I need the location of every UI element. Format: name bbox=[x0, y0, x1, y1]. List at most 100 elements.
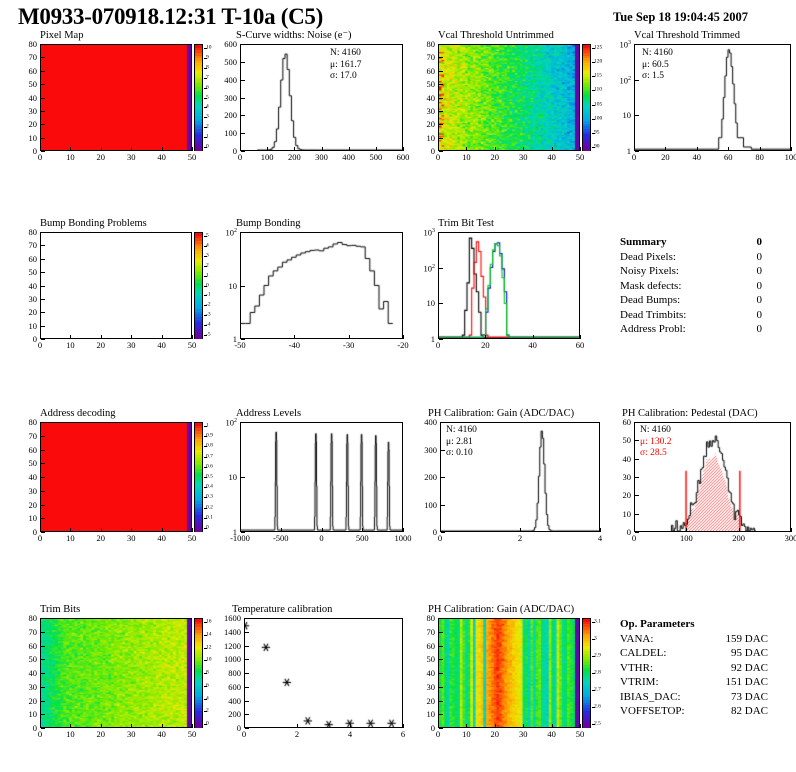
colorbar-segment bbox=[195, 629, 202, 634]
colorbar-segment bbox=[583, 724, 590, 728]
panel-temperature-calibration[interactable]: Temperature calibration 0 2 4 6 0 200 400 600 80… bbox=[210, 604, 405, 744]
y-tick bbox=[441, 504, 445, 506]
y-tick bbox=[245, 686, 249, 688]
summary-row-label: Dead Pixels: bbox=[620, 250, 676, 263]
colorbar-tick bbox=[592, 147, 595, 148]
y-tick-label: 40 bbox=[426, 92, 436, 103]
panel-trim-bit-test[interactable]: Trim Bit Test 0 20 40 60 1 10 102 103 bbox=[412, 218, 602, 349]
summary-row: Dead Bumps: 0 bbox=[620, 294, 786, 309]
panel-bump-bonding[interactable]: Bump Bonding -50 -40 -30 -20 1 10 102 bbox=[210, 218, 409, 349]
colorbar-segment bbox=[583, 662, 590, 666]
y-tick bbox=[41, 518, 45, 520]
colorbar-segment bbox=[583, 702, 590, 706]
x-tick-label: 10 bbox=[462, 152, 471, 162]
x-tick-label: 0 bbox=[435, 152, 441, 162]
plot-area-ph-gain-hist bbox=[440, 422, 600, 532]
y-tick-label: 200 bbox=[224, 110, 237, 121]
y-tick bbox=[241, 61, 245, 63]
colorbar-segment bbox=[195, 277, 202, 281]
panel-ph-pedestal[interactable]: PH Calibration: Pedestal (DAC) N: 4160 μ… bbox=[608, 408, 796, 543]
y-tick bbox=[635, 458, 639, 460]
colorbar-segment bbox=[583, 115, 590, 120]
colorbar-label: 0 bbox=[206, 524, 209, 531]
colorbar-tick bbox=[204, 236, 207, 237]
x-tick-label: 20 bbox=[490, 152, 500, 162]
panel-bump-bonding-problems[interactable]: Bump Bonding Problems 5 4 3 2 1 0 -1 -2 -3 -4 -5 0… bbox=[14, 218, 211, 350]
panel-ph-gain-histogram[interactable]: PH Calibration: Gain (ADC/DAC) N: 4160 μ… bbox=[412, 408, 602, 543]
colorbar-label: 2.8 bbox=[594, 669, 601, 676]
colorbar-segment bbox=[195, 71, 202, 75]
colorbar-segment bbox=[195, 79, 202, 83]
panel-address-levels[interactable]: Address Levels -1000 -500 0 500 1000 1 10 102 bbox=[210, 408, 412, 543]
stat-sigma: σ: 1.5 bbox=[642, 71, 665, 81]
colorbar-label: 2.7 bbox=[594, 686, 601, 693]
summary-row-label: Dead Trimbits: bbox=[620, 308, 687, 321]
colorbar-label: 100 bbox=[594, 114, 603, 121]
op-parameters-table: Op. Parameters VANA: 159 DAC CALDEL: 95 DAC… bbox=[620, 618, 790, 720]
colorbar-segment bbox=[583, 627, 590, 631]
colorbar-label: 2 bbox=[206, 261, 209, 268]
colorbar-tick bbox=[204, 335, 207, 336]
y-tick-label: 70 bbox=[28, 430, 38, 441]
colorbar-segment bbox=[583, 97, 590, 101]
colorbar-segment bbox=[583, 651, 590, 655]
colorbar-label: 0.1 bbox=[206, 514, 213, 521]
panel-vcal-threshold-trimmed[interactable]: Vcal Threshold Trimmed N: 4160 μ: 60.5 σ… bbox=[608, 30, 796, 161]
colorbar-segment bbox=[195, 439, 202, 443]
x-tick bbox=[240, 335, 241, 339]
colorbar-tick bbox=[204, 634, 207, 636]
colorbar-segment bbox=[583, 675, 590, 679]
colorbar-segment bbox=[195, 285, 202, 289]
colorbar-segment bbox=[195, 694, 202, 698]
x-tick-label: 4 bbox=[347, 729, 353, 739]
y-tick bbox=[41, 57, 45, 59]
summary-row: Noisy Pixels: 0 bbox=[620, 265, 786, 280]
panel-scurve-widths[interactable]: S-Curve widths: Noise (e⁻) N: 4160 μ: 16… bbox=[210, 30, 409, 161]
y-tick-label: 100 bbox=[424, 499, 437, 510]
plot-area-vcal-untrimmed bbox=[438, 44, 580, 151]
heatmap-canvas-address-decoding bbox=[41, 423, 191, 531]
colorbar-segment bbox=[583, 635, 590, 639]
x-tick-label: 30 bbox=[126, 152, 136, 162]
colorbar-tick bbox=[204, 622, 207, 623]
colorbar-segment bbox=[583, 55, 590, 59]
colorbar-segment bbox=[195, 466, 202, 470]
colorbar-segment bbox=[583, 654, 590, 658]
op-parameter-label: VOFFSETOP: bbox=[620, 705, 685, 717]
colorbar-segment bbox=[583, 629, 590, 634]
colorbar-segment bbox=[195, 58, 202, 62]
panel-trim-bits[interactable]: Trim Bits 16 14 12 10 8 6 4 2 0 0 10 20 30 40 50 0 10 20… bbox=[14, 604, 212, 744]
colorbar-label: 0.4 bbox=[206, 483, 213, 490]
panel-address-decoding[interactable]: Address decoding 1 0.9 0.8 0.7 0.6 0.5 0.4 0.3 0… bbox=[14, 408, 213, 543]
colorbar-segment bbox=[583, 681, 590, 685]
colorbar-segment bbox=[195, 667, 202, 671]
y-tick-label: 10 bbox=[28, 320, 38, 331]
x-tick-label: 50 bbox=[187, 533, 197, 543]
colorbar-tick bbox=[204, 466, 207, 468]
y-tick bbox=[439, 84, 443, 86]
colorbar-segment bbox=[195, 627, 202, 631]
colorbar-label: 0 bbox=[206, 143, 209, 150]
colorbar-segment bbox=[583, 100, 590, 104]
y-tick bbox=[41, 339, 45, 340]
panel-ph-gain-map[interactable]: PH Calibration: Gain (ADC/DAC) 3.1 3 2.9 2.… bbox=[412, 604, 602, 744]
colorbar-segment bbox=[195, 506, 202, 510]
y-tick-label: 1 bbox=[232, 333, 237, 344]
y-tick bbox=[41, 285, 45, 287]
plot-area-address-decoding bbox=[40, 422, 192, 532]
x-tick-label: 30 bbox=[126, 340, 136, 350]
colorbar-tick bbox=[204, 117, 207, 119]
colorbar-label: 0 bbox=[206, 281, 209, 288]
colorbar-segment bbox=[195, 702, 202, 706]
colorbar-label: 6 bbox=[206, 83, 209, 90]
panel-pixel-map[interactable]: Pixel Map 10 9 8 7 6 5 4 3 2 1 0 0 10 20 30 40 50 0 10 20 3… bbox=[14, 30, 212, 162]
y-tick-label: 0 bbox=[236, 722, 241, 733]
op-parameter-value: 95 DAC bbox=[731, 647, 768, 659]
colorbar-segment bbox=[583, 73, 590, 78]
colorbar-segment bbox=[195, 697, 202, 701]
panel-vcal-threshold-untrimmed[interactable]: Vcal Threshold Untrimmed 125 120 115 110 105… bbox=[412, 30, 603, 162]
y-tick-label: 10 bbox=[426, 132, 436, 143]
colorbar-segment bbox=[195, 97, 202, 101]
colorbar-segment bbox=[195, 324, 202, 329]
colorbar-tick bbox=[204, 698, 207, 700]
